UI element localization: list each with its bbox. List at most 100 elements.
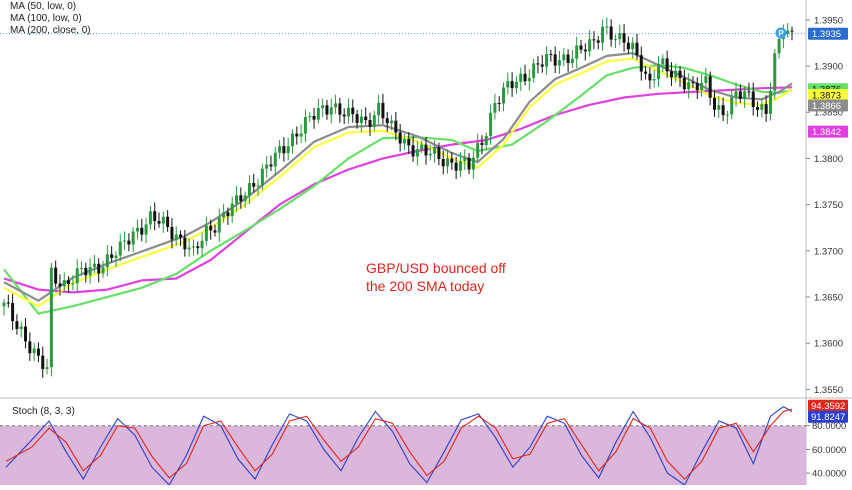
candle-body bbox=[2, 302, 6, 307]
candle-body bbox=[652, 79, 656, 81]
stoch-badge: 94.3592 bbox=[808, 399, 848, 412]
candle-body bbox=[174, 234, 178, 240]
candle-body bbox=[756, 107, 760, 110]
candle-body bbox=[148, 211, 152, 225]
candle-body bbox=[312, 115, 316, 120]
candle-body bbox=[433, 147, 437, 154]
candle-body bbox=[532, 63, 536, 78]
stoch-tick-label: 40.0000 bbox=[812, 469, 846, 480]
candle-body bbox=[80, 267, 84, 269]
candle-body bbox=[635, 42, 639, 56]
price-tick-label: 1.3800 bbox=[814, 154, 843, 165]
candle-body bbox=[32, 348, 36, 354]
candle-body bbox=[11, 303, 15, 322]
candle-body bbox=[101, 267, 105, 274]
candle-body bbox=[247, 183, 251, 196]
alert-marker[interactable]: P bbox=[775, 27, 787, 39]
candle-body bbox=[84, 267, 88, 276]
candle-body bbox=[786, 30, 790, 34]
candle-body bbox=[721, 105, 725, 116]
candle-body bbox=[768, 90, 772, 114]
candle-body bbox=[179, 234, 183, 238]
candle-body bbox=[471, 157, 475, 170]
candle-body bbox=[338, 103, 342, 115]
candle-body bbox=[368, 120, 372, 127]
candle-body bbox=[196, 246, 200, 249]
candle-body bbox=[200, 240, 204, 249]
candle-body bbox=[553, 54, 557, 66]
candle-body bbox=[36, 348, 40, 356]
candle-body bbox=[519, 73, 523, 82]
candle-body bbox=[450, 158, 454, 163]
candle-body bbox=[510, 81, 514, 89]
candle-body bbox=[75, 268, 79, 284]
candle-body bbox=[527, 77, 531, 82]
candle-body bbox=[704, 76, 708, 84]
candle-body bbox=[687, 82, 691, 90]
candle-body bbox=[476, 142, 480, 158]
candle-body bbox=[110, 254, 114, 258]
candle-body bbox=[514, 81, 518, 89]
candle-body bbox=[441, 159, 445, 167]
candle-body bbox=[644, 71, 648, 74]
legend-ma-50: MA (50, low, 0) bbox=[10, 1, 76, 12]
candle-body bbox=[730, 97, 734, 115]
candle-body bbox=[265, 164, 269, 169]
candle-body bbox=[135, 227, 139, 232]
candle-body bbox=[19, 326, 23, 329]
candle-body bbox=[114, 255, 118, 258]
stoch-k-line bbox=[5, 406, 793, 486]
candle-body bbox=[398, 132, 402, 144]
candle-body bbox=[480, 142, 484, 146]
candle-body bbox=[269, 164, 273, 167]
candle-body bbox=[6, 302, 10, 304]
candle-body bbox=[342, 114, 346, 117]
candle-body bbox=[588, 39, 592, 52]
stoch-tick-label: 60.0000 bbox=[812, 445, 846, 456]
candle-body bbox=[618, 33, 622, 40]
candle-body bbox=[71, 283, 75, 285]
candle-body bbox=[118, 241, 122, 256]
candle-body bbox=[695, 83, 699, 91]
candle-body bbox=[674, 70, 678, 78]
svg-text:P: P bbox=[778, 29, 784, 38]
candle-body bbox=[381, 102, 385, 119]
candle-body bbox=[592, 39, 596, 41]
candle-body bbox=[390, 120, 394, 124]
annotation-line-2: the 200 SMA today bbox=[366, 278, 484, 294]
candle-body bbox=[222, 212, 226, 218]
candle-body bbox=[204, 225, 208, 241]
candle-body bbox=[708, 76, 712, 98]
candle-body bbox=[49, 267, 53, 368]
candle-body bbox=[97, 263, 101, 274]
candle-body bbox=[596, 40, 600, 43]
candle-body bbox=[682, 78, 686, 90]
stoch-shaded-band bbox=[0, 425, 806, 485]
candle-body bbox=[213, 230, 217, 233]
candle-body bbox=[497, 103, 501, 105]
candle-body bbox=[187, 247, 191, 250]
candle-body bbox=[566, 54, 570, 63]
candle-body bbox=[123, 240, 127, 242]
candle-body bbox=[286, 146, 290, 154]
candle-body bbox=[329, 107, 333, 115]
candle-body bbox=[557, 60, 561, 66]
candle-body bbox=[45, 367, 49, 369]
price-tick-label: 1.3750 bbox=[814, 200, 843, 211]
candle-body bbox=[631, 42, 635, 50]
candle-body bbox=[209, 225, 213, 231]
price-badge: 1.3842 bbox=[808, 125, 848, 138]
candle-body bbox=[648, 73, 652, 81]
candle-body bbox=[54, 267, 58, 284]
candle-body bbox=[493, 103, 497, 113]
candle-body bbox=[316, 107, 320, 120]
candle-body bbox=[446, 158, 450, 167]
candle-body bbox=[303, 117, 307, 134]
candle-body bbox=[239, 195, 243, 202]
price-tick-label: 1.3900 bbox=[814, 62, 843, 73]
candle-body bbox=[437, 147, 441, 160]
candle-body bbox=[321, 105, 325, 108]
annotation-line-1: GBP/USD bounced off bbox=[366, 260, 506, 276]
